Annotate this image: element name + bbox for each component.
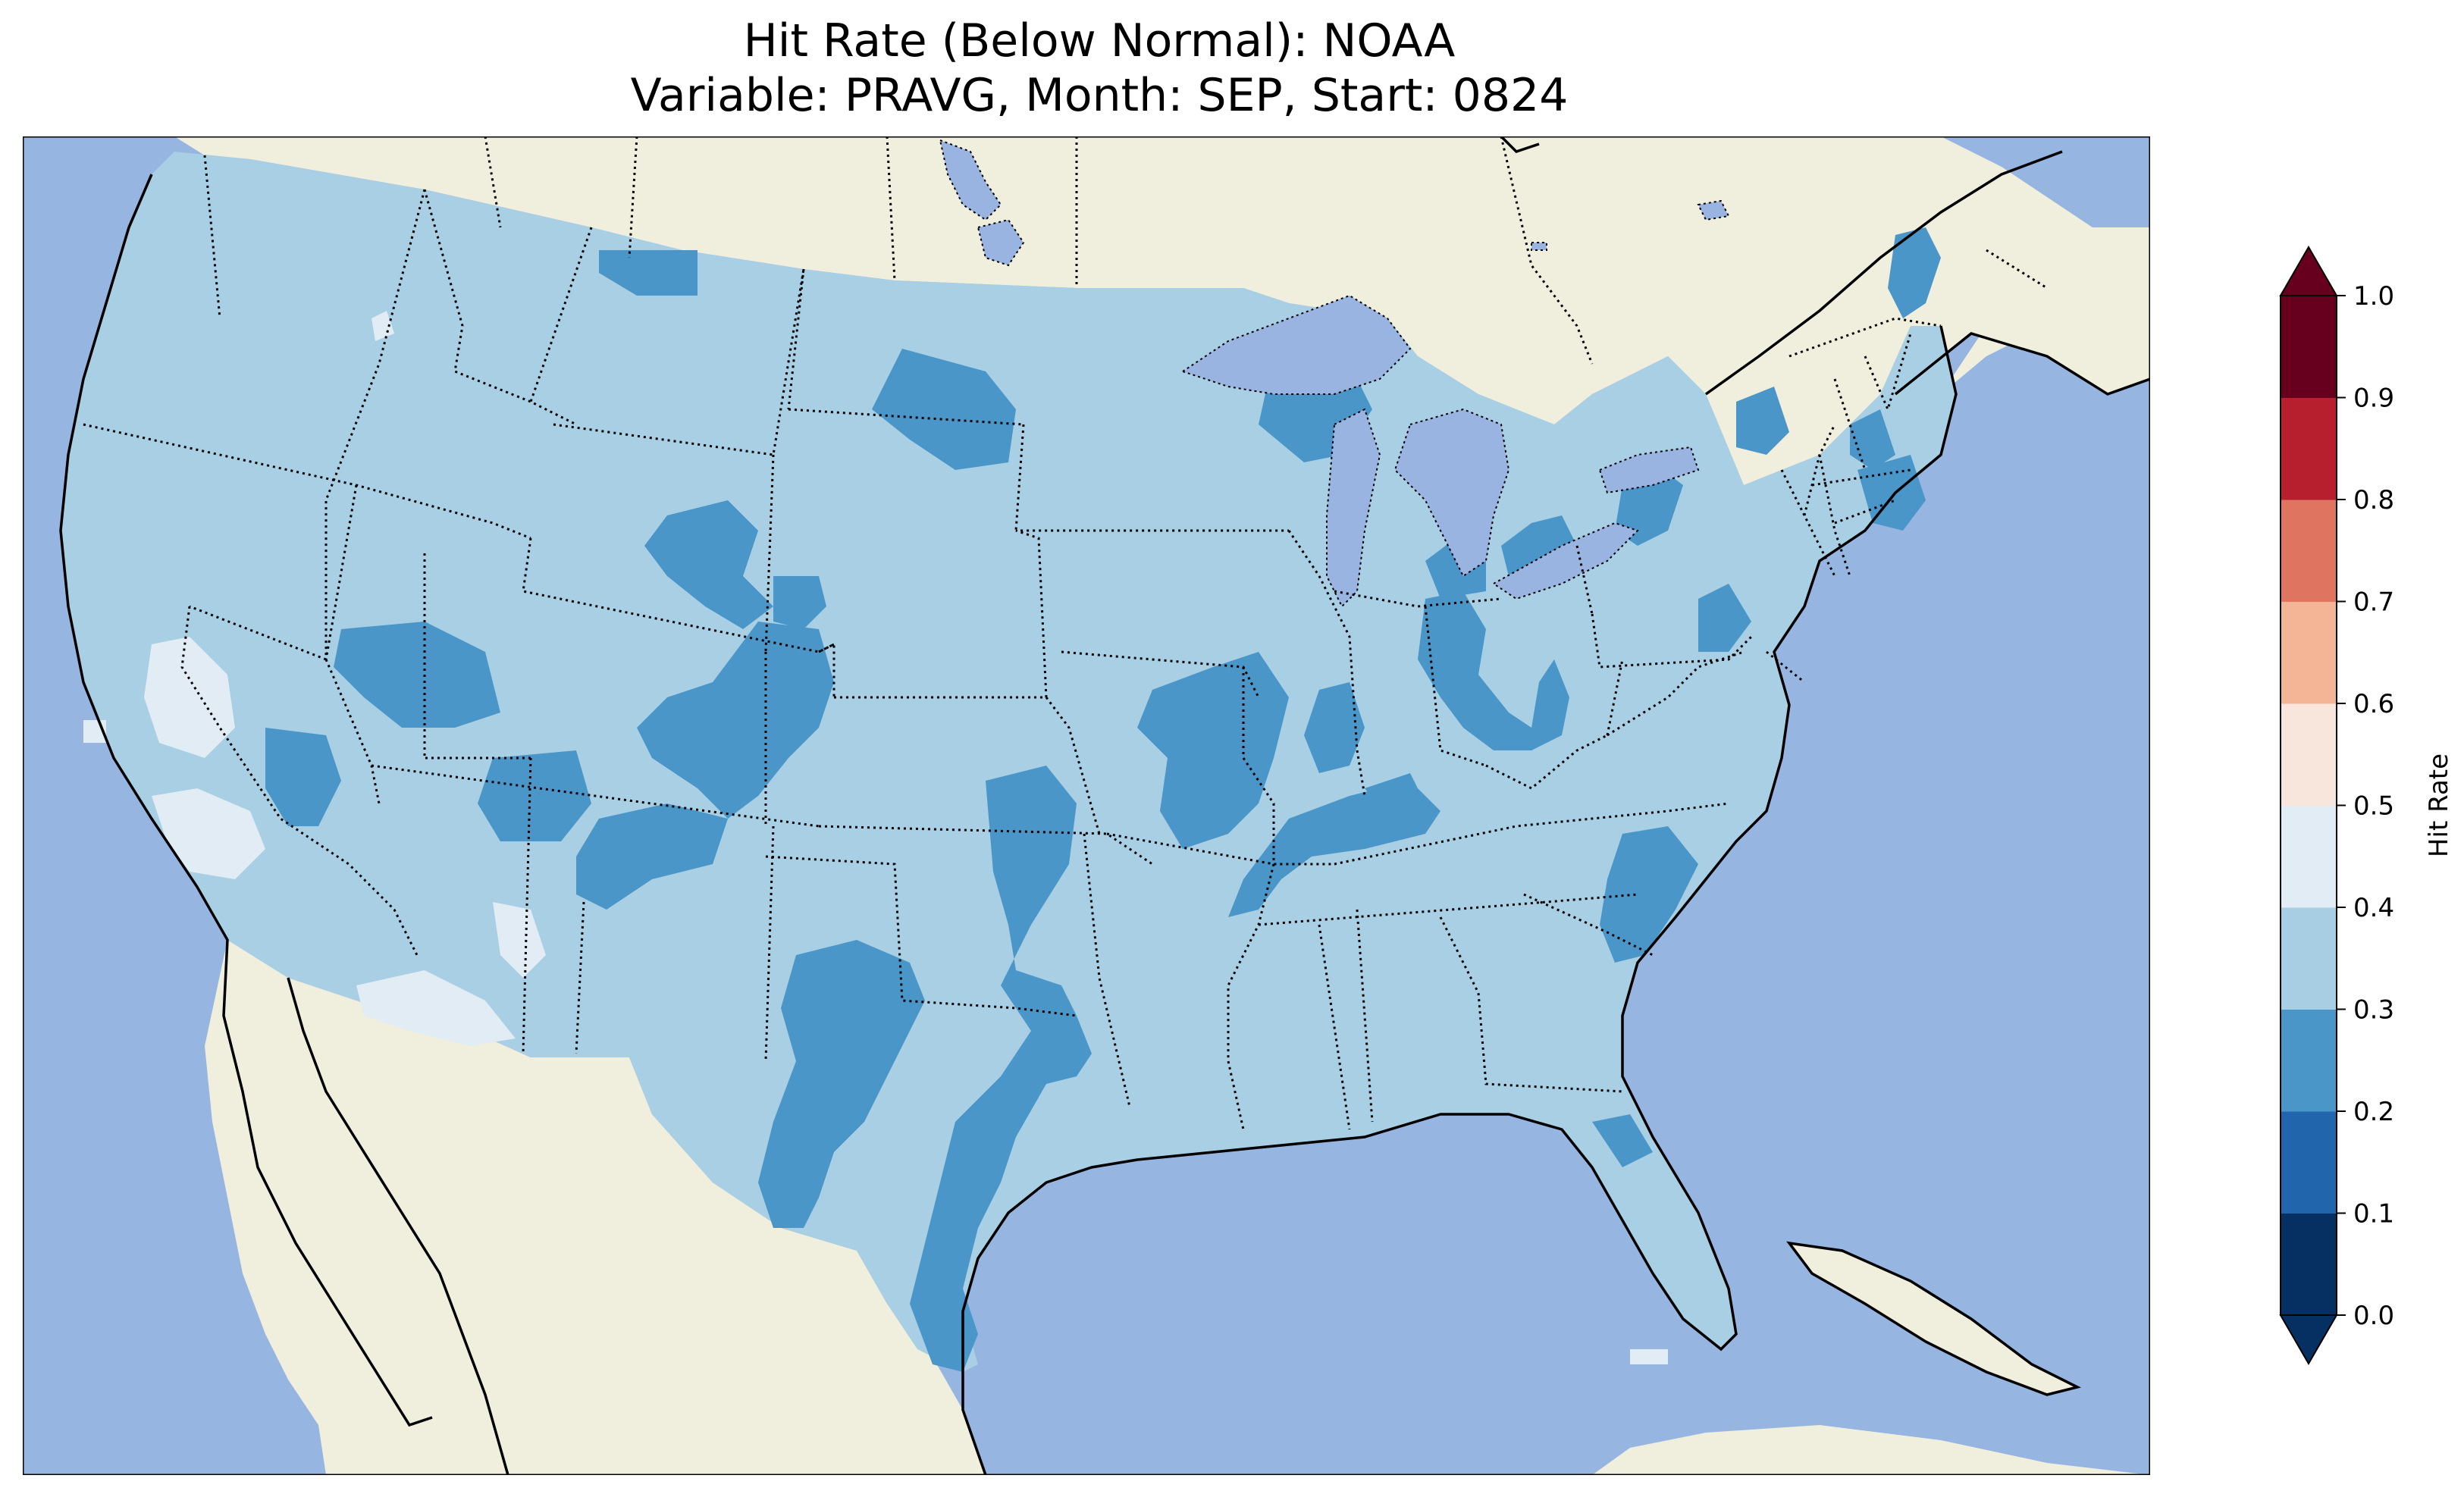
colorbar-ticks: 0.0 0.1 0.2 0.3 0.4 0.5 0.6 0.7 0.8 0.9 1.0 <box>2337 281 2394 1331</box>
canada-east-coast <box>1894 332 2150 396</box>
colorbar-bin <box>2281 907 2337 1010</box>
colorbar-tick-label: 0.7 <box>2353 587 2394 618</box>
colorbar-bin <box>2281 500 2337 602</box>
state-borders <box>83 155 1912 1130</box>
colorbar-bins <box>2281 296 2337 1316</box>
maritimes <box>1941 227 2150 394</box>
colorbar-tick-label: 0.1 <box>2353 1199 2394 1229</box>
coastline <box>59 174 433 1427</box>
cuba-outline <box>1786 1241 2082 1396</box>
mexico-gulf-coast <box>961 325 1958 1475</box>
colorbar-bin <box>2281 1213 2337 1316</box>
great-lakes <box>1180 294 1700 608</box>
mainland-mexico-west-coast <box>287 977 509 1475</box>
colorbar-extend-max <box>2279 246 2338 296</box>
colorbar-bin <box>2281 703 2337 806</box>
colorbar-bin <box>2281 805 2337 908</box>
province-borders <box>484 136 2048 365</box>
st-lawrence <box>1704 150 2063 396</box>
map-panel <box>23 136 2150 1475</box>
colorbar-bin <box>2281 601 2337 704</box>
map-title-line2: Variable: PRAVG, Month: SEP, Start: 0824 <box>630 69 1569 122</box>
yucatan <box>1592 1425 2150 1475</box>
canada-land <box>174 136 2150 485</box>
colorbar-tick-label: 0.4 <box>2353 893 2394 923</box>
baja-california <box>224 940 432 1425</box>
cuba <box>1789 1243 2077 1395</box>
colorbar-tick-label: 1.0 <box>2353 281 2394 312</box>
colorbar-extend-min <box>2279 1314 2338 1365</box>
colorbar-tick-label: 0.9 <box>2353 384 2394 414</box>
hit-rate-0.4-0.5-regions <box>83 311 1668 1364</box>
colorbar-tick-label: 0.6 <box>2353 689 2394 719</box>
colorbar: 0.0 0.1 0.2 0.3 0.4 0.5 0.6 0.7 0.8 0.9 1.0 Hit Ra… <box>2279 246 2454 1365</box>
colorbar-tick-label: 0.2 <box>2353 1097 2394 1127</box>
colorbar-tick-label: 0.0 <box>2353 1301 2394 1331</box>
colorbar-label: Hit Rate <box>2424 753 2454 857</box>
colorbar-bin <box>2281 296 2337 398</box>
colorbar-tick-label: 0.3 <box>2353 995 2394 1026</box>
canadian-lakes <box>939 139 1730 267</box>
colorbar-tick-label: 0.8 <box>2353 485 2394 515</box>
map-title-line1: Hit Rate (Below Normal): NOAA <box>743 14 1456 67</box>
colorbar-tick-label: 0.5 <box>2353 791 2394 822</box>
colorbar-bin <box>2281 1009 2337 1112</box>
colorbar-bin <box>2281 1111 2337 1214</box>
colorbar-bin <box>2281 397 2337 500</box>
hudson-coast <box>1500 136 1540 154</box>
